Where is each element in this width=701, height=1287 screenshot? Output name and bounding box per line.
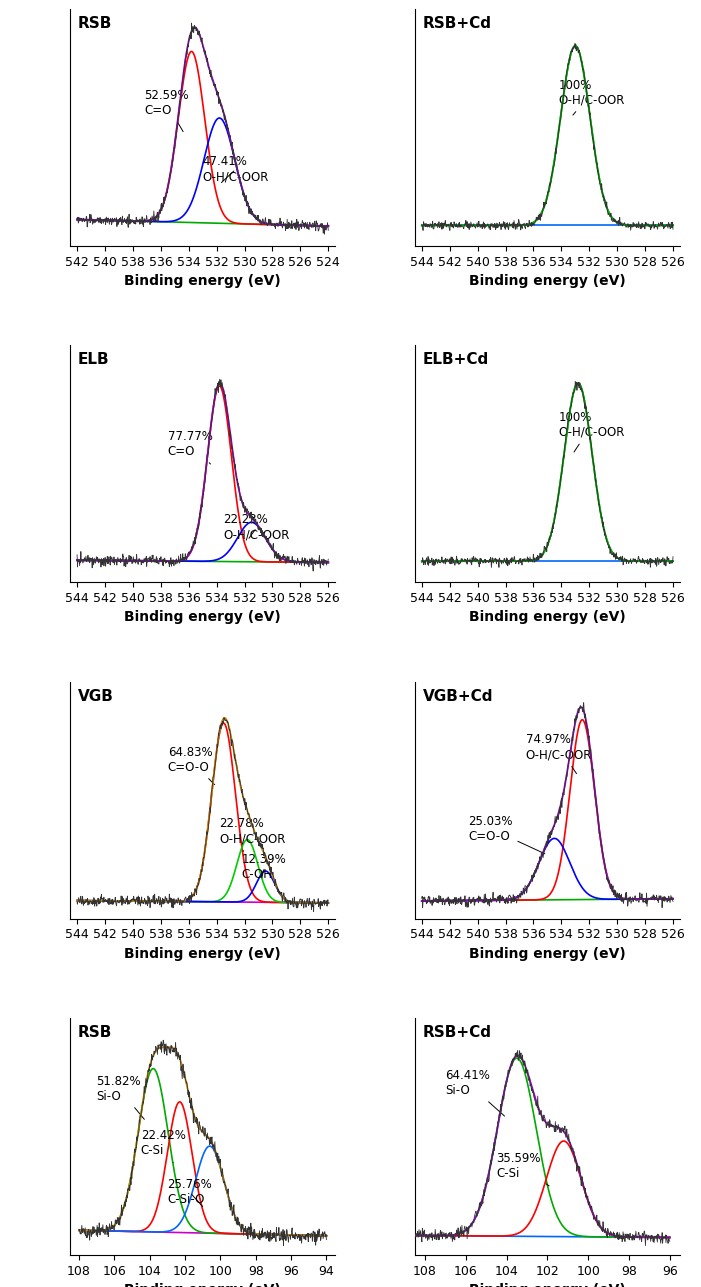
Text: RSB+Cd: RSB+Cd: [423, 17, 492, 31]
Text: VGB+Cd: VGB+Cd: [423, 689, 494, 704]
Text: 47.41%
O-H/C-OOR: 47.41% O-H/C-OOR: [203, 156, 269, 183]
Text: RSB+Cd: RSB+Cd: [423, 1024, 492, 1040]
Text: 25.76%
C-Si-O: 25.76% C-Si-O: [168, 1178, 212, 1206]
X-axis label: Binding energy (eV): Binding energy (eV): [469, 1283, 626, 1287]
Text: 25.03%
C=O-O: 25.03% C=O-O: [468, 815, 545, 853]
Text: 51.82%
Si-O: 51.82% Si-O: [97, 1075, 144, 1120]
Text: 100%
O-H/C-OOR: 100% O-H/C-OOR: [559, 79, 625, 115]
Text: 12.39%
C-OH: 12.39% C-OH: [242, 853, 287, 882]
Text: 52.59%
C=O: 52.59% C=O: [144, 89, 189, 131]
Text: RSB: RSB: [78, 1024, 112, 1040]
Text: 64.83%
C=O-O: 64.83% C=O-O: [168, 746, 215, 785]
Text: 22.23%
O-H/C-OOR: 22.23% O-H/C-OOR: [224, 514, 290, 542]
Text: 74.97%
O-H/C-OOR: 74.97% O-H/C-OOR: [526, 734, 592, 773]
Text: RSB: RSB: [78, 17, 112, 31]
X-axis label: Binding energy (eV): Binding energy (eV): [469, 610, 626, 624]
Text: VGB: VGB: [78, 689, 114, 704]
Text: 64.41%
Si-O: 64.41% Si-O: [445, 1069, 505, 1116]
X-axis label: Binding energy (eV): Binding energy (eV): [124, 274, 281, 288]
Text: ELB+Cd: ELB+Cd: [423, 353, 489, 367]
X-axis label: Binding energy (eV): Binding energy (eV): [469, 274, 626, 288]
Text: 35.59%
C-Si: 35.59% C-Si: [496, 1152, 549, 1185]
X-axis label: Binding energy (eV): Binding energy (eV): [124, 947, 281, 961]
Text: 100%
O-H/C-OOR: 100% O-H/C-OOR: [559, 411, 625, 452]
Text: ELB: ELB: [78, 353, 109, 367]
X-axis label: Binding energy (eV): Binding energy (eV): [469, 947, 626, 961]
X-axis label: Binding energy (eV): Binding energy (eV): [124, 1283, 281, 1287]
Text: 22.42%
C-Si: 22.42% C-Si: [141, 1129, 186, 1162]
X-axis label: Binding energy (eV): Binding energy (eV): [124, 610, 281, 624]
Text: 77.77%
C=O: 77.77% C=O: [168, 430, 212, 465]
Text: 22.78%
O-H/C-OOR: 22.78% O-H/C-OOR: [219, 817, 286, 852]
